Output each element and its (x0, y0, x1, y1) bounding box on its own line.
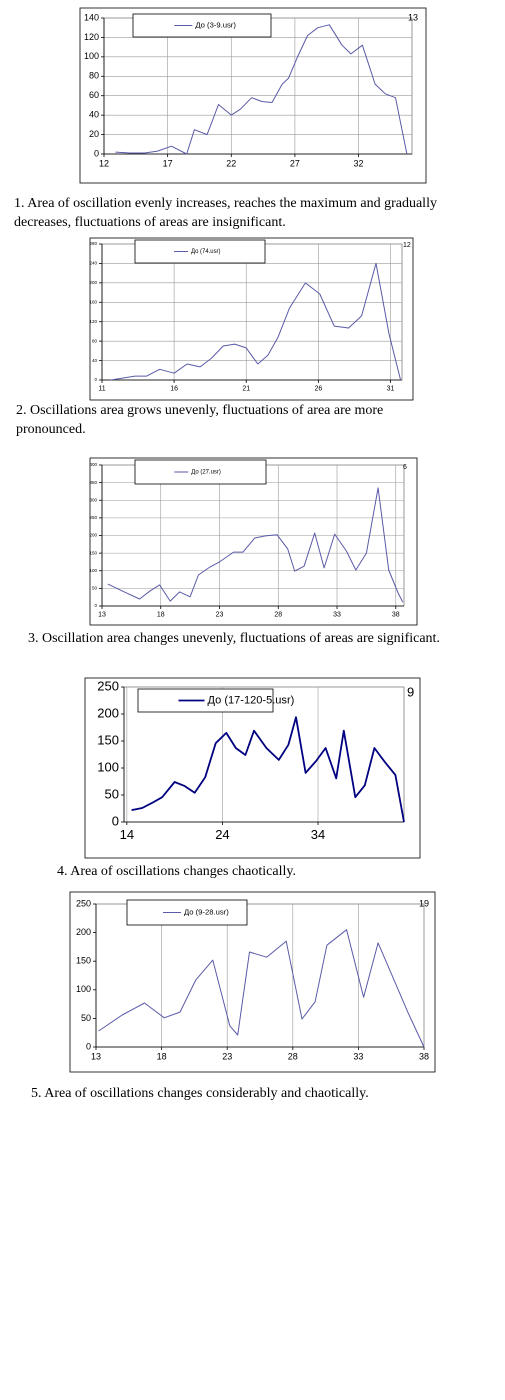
x-tick-label: 24 (215, 827, 229, 842)
y-tick-label: 200 (89, 280, 97, 285)
caption: 3. Oscillation area changes unevenly, fl… (28, 631, 440, 646)
y-tick-label: 0 (86, 1041, 91, 1051)
y-tick-label: 300 (89, 497, 97, 502)
legend-box (132, 13, 272, 38)
y-tick-label: 150 (97, 732, 119, 747)
x-tick-label: 34 (311, 827, 325, 842)
legend-label: До (9-28.usr) (184, 908, 229, 917)
y-tick-label: 250 (89, 515, 97, 520)
x-tick-label: 28 (274, 611, 282, 618)
chart: 0 50 100 150 200 250 300 350 400 13 18 23 28 33 38 До (… (89, 457, 418, 626)
y-tick-label: 150 (89, 550, 97, 555)
y-tick-label: 200 (97, 705, 119, 720)
legend-label: До (27.usr) (191, 470, 221, 476)
y-tick-label: 280 (89, 241, 97, 246)
y-tick-label: 250 (76, 898, 91, 908)
x-tick-label: 18 (157, 1052, 167, 1062)
x-tick-label: 13 (91, 1052, 101, 1062)
plot-area (95, 903, 425, 1048)
y-tick-label: 50 (92, 586, 98, 591)
chart-annotation: 12 (403, 242, 411, 249)
y-tick-label: 80 (89, 71, 99, 81)
y-tick-label: 0 (94, 377, 97, 382)
x-tick-label: 33 (333, 611, 341, 618)
legend-label: До (3-9.usr) (195, 21, 236, 30)
legend-box (137, 688, 274, 713)
chart: 0 40 80 120 160 200 240 280 11 16 21 26 31 До (74.usr… (89, 237, 414, 401)
y-tick-label: 20 (89, 129, 99, 139)
x-tick-label: 31 (387, 385, 395, 392)
data-line (110, 262, 402, 381)
x-tick-label: 33 (353, 1052, 363, 1062)
legend-box (134, 459, 267, 485)
legend-label: До (17-120-5.usr) (208, 694, 295, 706)
x-tick-label: 38 (392, 611, 400, 618)
data-line (107, 487, 404, 603)
data-line (98, 929, 425, 1048)
chart-annotation: 9 (407, 684, 414, 699)
legend-box (126, 899, 248, 926)
x-tick-label: 22 (226, 159, 236, 169)
y-tick-label: 100 (84, 51, 99, 61)
y-tick-label: 100 (76, 984, 91, 994)
x-tick-label: 13 (98, 611, 106, 618)
y-tick-label: 250 (97, 678, 119, 693)
x-tick-label: 32 (354, 159, 364, 169)
x-tick-label: 38 (419, 1052, 429, 1062)
chart-annotation: 6 (403, 464, 407, 471)
y-tick-label: 60 (89, 90, 99, 100)
y-tick-label: 80 (92, 338, 98, 343)
y-tick-label: 40 (92, 358, 98, 363)
data-line (115, 24, 408, 155)
plot-area (101, 243, 403, 381)
y-tick-label: 400 (89, 462, 97, 467)
x-tick-label: 21 (242, 385, 250, 392)
y-tick-label: 200 (89, 533, 97, 538)
x-tick-label: 23 (222, 1052, 232, 1062)
y-tick-label: 150 (76, 956, 91, 966)
y-tick-label: 120 (89, 319, 97, 324)
chart-annotation: 13 (408, 12, 418, 22)
caption: 1. Area of oscillation evenly increases,… (14, 196, 437, 230)
x-tick-label: 27 (290, 159, 300, 169)
chart: 0 50 100 150 200 250 13 18 23 28 33 38 До (9-28.usr)… (69, 891, 436, 1073)
caption: 4. Area of oscillations changes chaotica… (57, 864, 296, 879)
y-tick-label: 350 (89, 480, 97, 485)
x-tick-label: 26 (314, 385, 322, 392)
y-tick-label: 50 (105, 786, 119, 801)
legend-box (134, 239, 266, 264)
data-line (131, 716, 405, 823)
chart: 0 20 40 60 80 100 120 140 12 17 22 27 32 До (3-9.usr)… (79, 7, 427, 184)
chart-annotation: 19 (419, 898, 429, 908)
y-tick-label: 100 (97, 759, 119, 774)
x-tick-label: 14 (120, 827, 134, 842)
x-tick-label: 28 (288, 1052, 298, 1062)
y-tick-label: 100 (89, 568, 97, 573)
y-tick-label: 0 (94, 148, 99, 158)
caption: 5. Area of oscillations changes consider… (31, 1086, 369, 1101)
caption: 2. Oscillations area grows unevenly, flu… (16, 403, 384, 437)
y-tick-label: 160 (89, 299, 97, 304)
chart: 0 50 100 150 200 250 14 24 34 До (17-120-5.usr) 9 (84, 677, 421, 859)
x-tick-label: 17 (163, 159, 173, 169)
y-tick-label: 50 (81, 1013, 91, 1023)
y-tick-label: 140 (84, 12, 99, 22)
y-tick-label: 0 (94, 603, 97, 608)
x-tick-label: 11 (98, 385, 105, 392)
y-tick-label: 240 (89, 261, 97, 266)
y-tick-label: 120 (84, 32, 99, 42)
y-tick-label: 40 (89, 110, 99, 120)
x-tick-label: 18 (157, 611, 165, 618)
x-tick-label: 23 (216, 611, 224, 618)
y-tick-label: 0 (112, 813, 119, 828)
x-tick-label: 16 (170, 385, 178, 392)
legend-label: До (74.usr) (191, 249, 221, 255)
x-tick-label: 12 (99, 159, 109, 169)
plot-area (103, 17, 413, 155)
y-tick-label: 200 (76, 927, 91, 937)
